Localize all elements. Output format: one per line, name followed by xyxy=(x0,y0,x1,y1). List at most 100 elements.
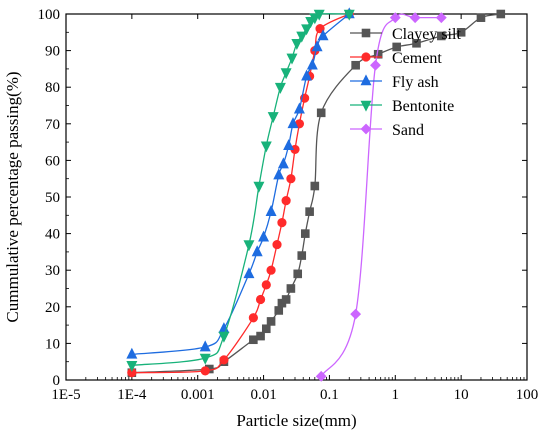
data-point xyxy=(286,284,296,293)
data-point xyxy=(273,168,285,180)
data-point xyxy=(293,269,303,279)
legend-marker xyxy=(360,100,372,112)
data-point xyxy=(281,295,291,304)
data-point xyxy=(280,68,292,80)
legend-entry: Fly ash xyxy=(392,74,439,91)
data-point xyxy=(350,308,362,320)
data-point xyxy=(126,361,138,373)
x-tick-label: 1E-4 xyxy=(117,387,147,403)
data-point xyxy=(267,112,279,124)
data-point xyxy=(219,355,229,365)
data-point xyxy=(296,31,308,43)
data-point xyxy=(277,218,287,228)
y-tick-label: 0 xyxy=(53,373,61,389)
series-cement xyxy=(127,9,354,378)
y-axis: 0 10 20 30 40 50 60 70 80 90 100 xyxy=(38,7,527,389)
data-point xyxy=(301,24,313,36)
data-point xyxy=(476,13,486,22)
data-point xyxy=(248,313,258,323)
data-point xyxy=(261,324,271,334)
data-point xyxy=(256,331,265,341)
data-point xyxy=(126,347,138,359)
data-point xyxy=(266,265,276,275)
data-point xyxy=(317,29,329,41)
legend-entry: Bentonite xyxy=(392,98,454,115)
data-point xyxy=(277,157,289,169)
data-point xyxy=(311,40,323,52)
data-point xyxy=(370,59,381,71)
data-point xyxy=(266,317,276,326)
legend-marker xyxy=(361,52,371,62)
legend-marker xyxy=(360,74,372,86)
y-tick-label: 10 xyxy=(45,336,60,352)
y-tick-label: 20 xyxy=(45,300,60,316)
data-point xyxy=(261,280,271,290)
data-point xyxy=(243,240,255,252)
y-tick-label: 80 xyxy=(45,80,60,96)
data-point xyxy=(315,24,325,34)
data-point xyxy=(249,335,258,345)
plot-frame xyxy=(65,13,528,381)
y-tick-label: 60 xyxy=(45,153,60,169)
x-axis-title: Particle size(mm) xyxy=(236,411,356,430)
legend-marker xyxy=(361,28,371,38)
data-point xyxy=(281,196,291,206)
x-axis: 1E-5 1E-4 0.001 0.01 0.1 1 10 100 xyxy=(51,14,538,403)
y-axis-title: Cummulative percentage passing(%) xyxy=(3,71,22,322)
y-tick-label: 70 xyxy=(45,117,60,133)
legend-entry: Cement xyxy=(392,50,442,67)
x-tick-label: 0.001 xyxy=(181,387,215,403)
data-point xyxy=(253,181,265,193)
data-point xyxy=(293,102,305,114)
data-point xyxy=(291,38,303,50)
plot-border xyxy=(65,13,528,381)
data-point xyxy=(274,306,284,315)
y-tick-label: 100 xyxy=(38,7,61,23)
data-point xyxy=(265,204,277,216)
data-point xyxy=(412,38,421,48)
data-point xyxy=(313,9,325,21)
y-tick-label: 40 xyxy=(45,227,60,243)
x-tick-label: 10 xyxy=(454,387,469,403)
data-point xyxy=(435,12,447,24)
data-point xyxy=(496,9,506,19)
data-point xyxy=(310,181,320,191)
data-point xyxy=(300,229,310,238)
data-point xyxy=(199,353,211,365)
data-point xyxy=(315,370,327,382)
data-point xyxy=(251,245,263,257)
series-layer xyxy=(126,7,506,382)
legend-marker xyxy=(360,123,372,135)
x-tick-label: 100 xyxy=(516,387,539,403)
x-tick-label: 1 xyxy=(392,387,400,403)
series-sand xyxy=(315,12,447,382)
x-tick-label: 1E-5 xyxy=(51,387,80,403)
data-point xyxy=(287,117,299,129)
data-point xyxy=(301,69,313,81)
data-point xyxy=(258,230,270,242)
x-tick-label: 0.01 xyxy=(250,387,276,403)
series-clayey-silt xyxy=(127,9,506,377)
data-point xyxy=(260,141,272,153)
y-tick-label: 50 xyxy=(45,190,60,206)
data-point xyxy=(392,42,401,52)
data-point xyxy=(286,174,296,184)
data-point xyxy=(274,82,286,94)
x-tick-label: 0.1 xyxy=(320,387,339,403)
data-point xyxy=(283,139,295,151)
data-point xyxy=(437,31,446,41)
data-point xyxy=(456,27,466,37)
series-bentonite xyxy=(126,9,355,373)
data-point xyxy=(272,239,282,250)
data-point xyxy=(200,366,210,376)
data-point xyxy=(199,340,211,352)
legend: Clayey silt Cement Fly ash Bentonite Sand xyxy=(350,26,461,139)
data-point xyxy=(286,53,298,65)
data-point xyxy=(243,267,255,279)
data-point xyxy=(389,12,401,24)
y-tick-label: 90 xyxy=(45,44,60,60)
data-point xyxy=(351,60,360,70)
data-point xyxy=(316,108,326,118)
data-point xyxy=(343,9,355,21)
